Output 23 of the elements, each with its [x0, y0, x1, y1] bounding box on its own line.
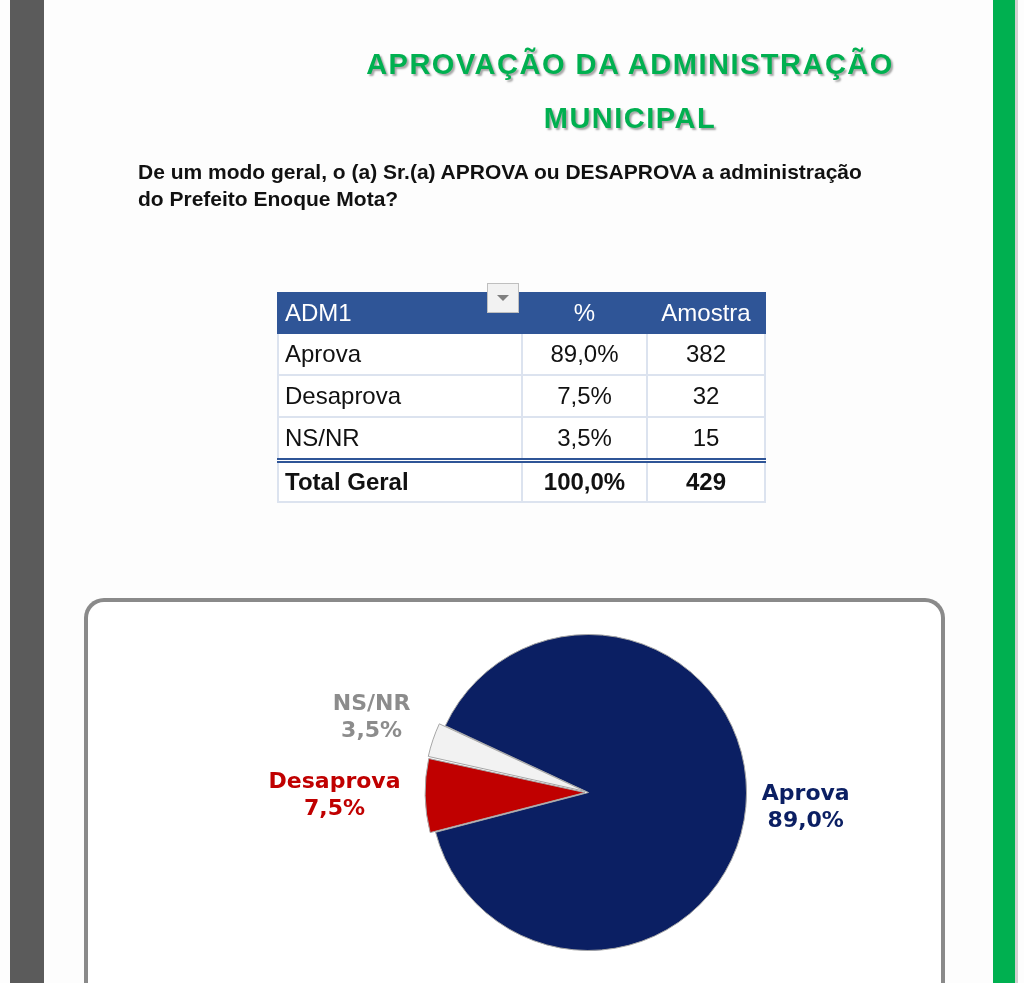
category-label: Aprova	[278, 333, 522, 375]
text: 429	[685, 468, 727, 495]
text: APROVAÇÃO DA ADMINISTRAÇÃO MUNICIPAL	[365, 46, 895, 136]
text: De um modo geral, o (a) Sr.(a) APROVA ou DESAPROVA a administração do Prefeito Enoque Mota?	[138, 159, 863, 212]
data-label: 3,5%	[522, 417, 647, 461]
data-label: 15	[647, 417, 765, 461]
category-label: NS/NR	[278, 417, 522, 461]
data-label: 382	[647, 333, 765, 375]
text: ADM1	[285, 299, 352, 326]
data-label: 32	[647, 375, 765, 417]
text: Total Geral	[278, 460, 522, 502]
data-label: 3,5%	[341, 717, 403, 743]
category-label: Desaprova	[278, 375, 522, 417]
slice-label: Desaprova	[268, 768, 401, 794]
text: 100,0%	[543, 468, 626, 495]
slice-label: NS/NR	[332, 690, 411, 716]
data-label: 7,5%	[304, 795, 366, 821]
series-label: %	[522, 293, 647, 333]
slice-label: Aprova	[761, 780, 850, 806]
series-label: Amostra	[647, 293, 765, 333]
data-label: 89,0%	[767, 807, 844, 833]
data-label: 89,0%	[522, 333, 647, 375]
data-label: 7,5%	[522, 375, 647, 417]
